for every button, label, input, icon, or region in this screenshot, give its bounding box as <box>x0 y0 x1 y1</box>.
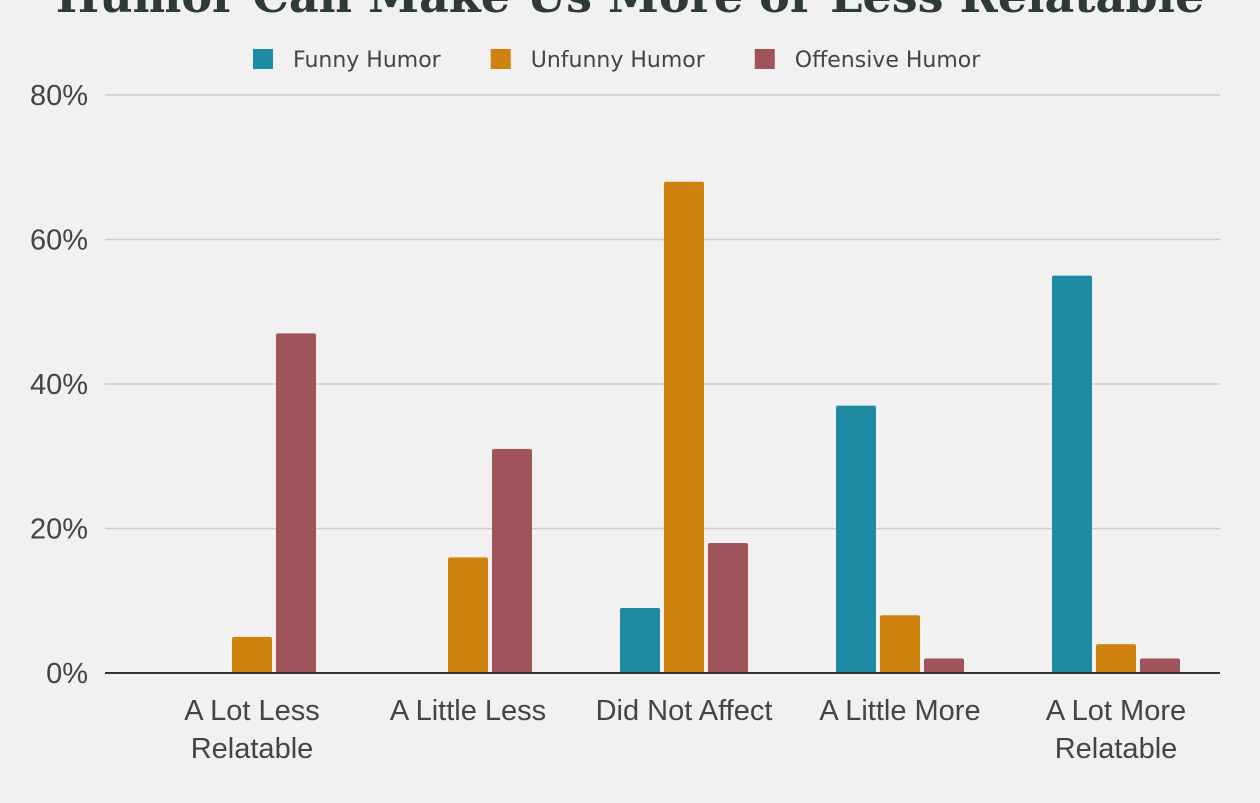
bar <box>1052 275 1092 673</box>
x-tick-label-line: A Little Less <box>390 695 546 727</box>
x-tick-label: Did Not Affect <box>596 695 773 727</box>
x-tick-label-line: A Lot More <box>1046 695 1186 727</box>
bar <box>276 333 316 673</box>
x-tick-label-line: Relatable <box>1055 733 1178 765</box>
bar <box>448 557 488 673</box>
bar <box>836 405 876 673</box>
bar <box>1140 658 1180 673</box>
bar <box>1096 644 1136 673</box>
x-tick-label-line: A Lot Less <box>184 695 319 727</box>
bar <box>880 615 920 673</box>
y-tick-label: 40% <box>30 369 88 401</box>
y-tick-label: 0% <box>46 658 88 690</box>
x-tick-label-line: Relatable <box>191 733 314 765</box>
x-tick-label: A Lot Less Relatable <box>184 695 319 765</box>
bar <box>232 636 272 673</box>
legend-swatch <box>253 49 273 69</box>
y-tick-label: 80% <box>30 80 88 112</box>
bar <box>708 542 748 673</box>
bar <box>924 658 964 673</box>
x-tick-label-line: A Little More <box>819 695 980 727</box>
bar <box>664 181 704 673</box>
legend-label: Offensive Humor <box>795 48 981 73</box>
bar <box>492 449 532 673</box>
y-axis-ticks: 0% 20% 40% 60% 80% <box>30 80 88 690</box>
x-axis-labels: A Lot Less Relatable A Little Less Did Not … <box>184 695 1186 765</box>
y-tick-label: 20% <box>30 514 88 546</box>
x-tick-label-line: Did Not Affect <box>596 695 773 727</box>
bars <box>232 181 1180 673</box>
legend-swatch <box>754 49 775 69</box>
legend-label: Funny Humor <box>293 48 442 73</box>
bar <box>620 607 660 673</box>
x-tick-label: A Lot More Relatable <box>1046 695 1186 765</box>
legend: Funny Humor Unfunny Humor Offensive Humor <box>253 48 981 73</box>
y-tick-label: 60% <box>30 225 88 257</box>
chart-title: Humor Can Make Us More or Less Relatable <box>56 0 1205 23</box>
x-tick-label: A Little Less <box>390 695 546 727</box>
legend-label: Unfunny Humor <box>531 48 706 73</box>
x-tick-label: A Little More <box>819 695 980 727</box>
legend-swatch <box>490 49 511 69</box>
